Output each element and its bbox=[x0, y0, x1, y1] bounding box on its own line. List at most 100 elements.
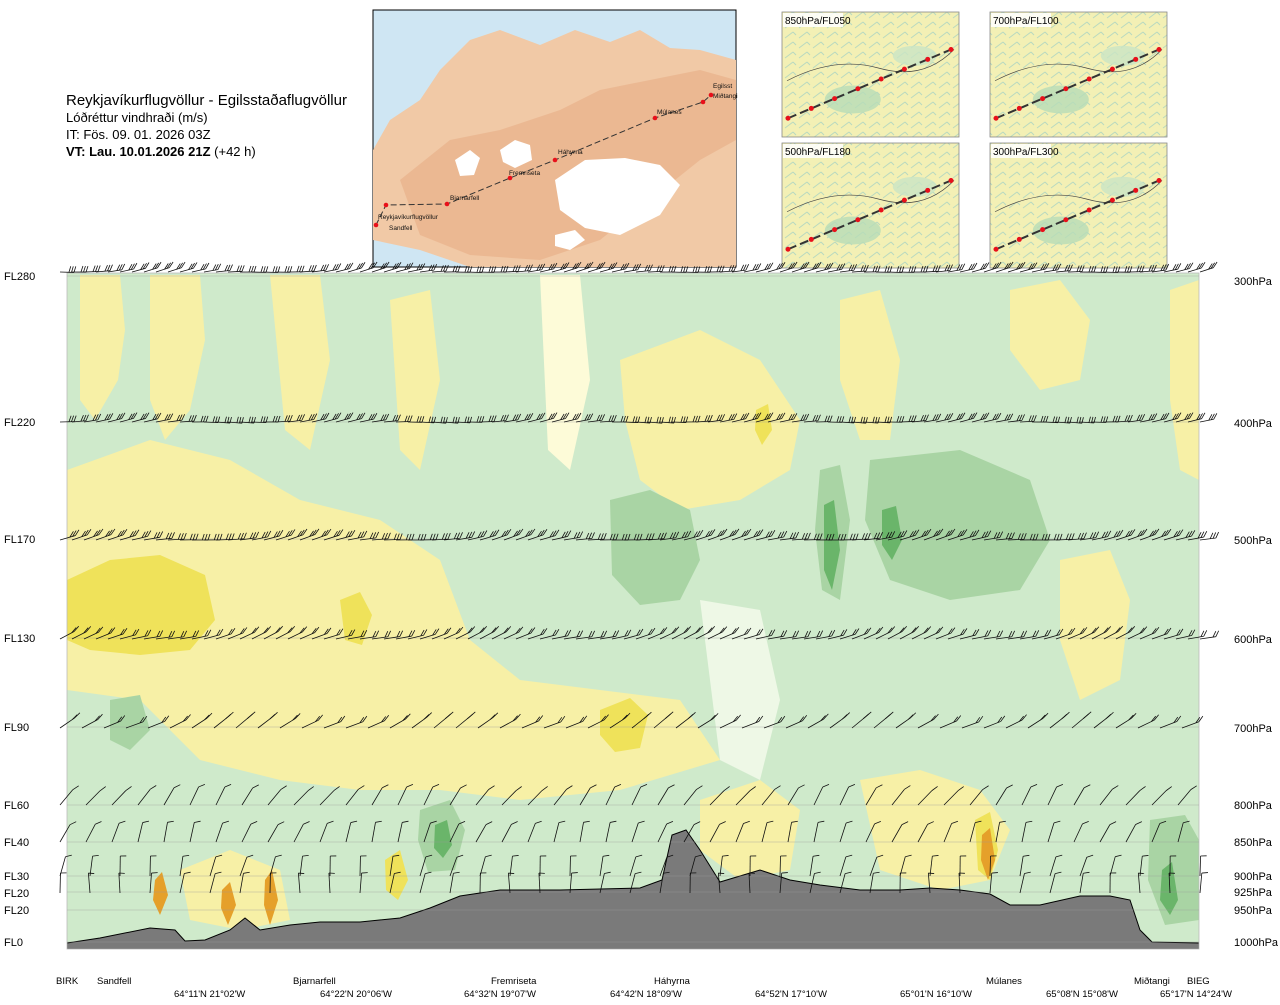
wind-barb bbox=[707, 528, 728, 541]
wind-barb bbox=[319, 820, 334, 843]
wind-barb bbox=[839, 264, 857, 273]
wind-barb bbox=[875, 266, 893, 273]
wind-barb bbox=[1115, 713, 1137, 729]
wind-barb bbox=[167, 414, 186, 423]
wind-barb bbox=[107, 628, 128, 640]
inset-route-point bbox=[1016, 105, 1022, 111]
wind-barb bbox=[851, 264, 869, 273]
wind-barb bbox=[719, 264, 737, 273]
flight-level-label: FL0 bbox=[4, 937, 23, 949]
wind-barb bbox=[995, 261, 1014, 273]
wind-barb bbox=[179, 414, 197, 423]
inset-coastline bbox=[786, 180, 955, 213]
wind-barb bbox=[563, 412, 582, 423]
wind-barb bbox=[575, 413, 594, 423]
vertical-velocity-contour bbox=[67, 440, 720, 800]
flight-level-label: FL20 bbox=[4, 888, 29, 900]
wind-barb bbox=[347, 630, 368, 640]
wind-barb bbox=[1055, 533, 1075, 541]
wind-barb bbox=[587, 630, 608, 640]
wind-barb bbox=[707, 626, 728, 640]
inset-route-point bbox=[1063, 217, 1069, 223]
wind-barb bbox=[697, 713, 719, 729]
wind-barb bbox=[479, 415, 497, 423]
wind-barb bbox=[407, 629, 428, 640]
wind-barb bbox=[347, 262, 366, 273]
wind-barb bbox=[239, 871, 250, 894]
wind-barb bbox=[371, 532, 391, 541]
wind-barb bbox=[839, 416, 856, 424]
wind-barb bbox=[947, 263, 966, 273]
wind-barb bbox=[1199, 413, 1218, 423]
wind-barb bbox=[779, 630, 800, 640]
inset-route-point bbox=[1086, 76, 1092, 82]
wind-barb bbox=[971, 262, 990, 273]
wind-barb bbox=[191, 415, 209, 423]
vertical-velocity-contour bbox=[1060, 550, 1130, 700]
wind-barb bbox=[1073, 820, 1089, 843]
glacier-vatnajokull bbox=[555, 158, 680, 235]
wind-barb bbox=[475, 821, 493, 843]
wind-barb bbox=[755, 629, 776, 640]
wind-barb bbox=[539, 529, 560, 541]
wind-barb bbox=[829, 712, 850, 729]
route-point-label: Miðtangi bbox=[1134, 976, 1170, 987]
wind-barb bbox=[499, 713, 521, 729]
wind-barb bbox=[131, 629, 152, 640]
inset-route-point bbox=[878, 76, 884, 82]
inset-map: 850hPa/FL050 bbox=[781, 11, 960, 138]
wind-barb bbox=[1055, 627, 1076, 640]
wind-barb bbox=[371, 784, 389, 806]
inset-field bbox=[989, 11, 1168, 138]
wind-barb bbox=[635, 627, 656, 640]
wind-barb bbox=[107, 412, 126, 423]
wind-barb bbox=[311, 412, 330, 423]
wind-barb bbox=[767, 630, 788, 640]
wind-barb bbox=[191, 712, 213, 729]
wind-barb bbox=[1067, 265, 1085, 273]
wind-barb bbox=[213, 711, 234, 729]
wind-barb bbox=[1019, 871, 1031, 894]
wind-barb bbox=[323, 628, 344, 640]
wind-barb bbox=[345, 785, 365, 806]
wind-barb bbox=[749, 855, 757, 877]
wind-barb bbox=[917, 821, 934, 843]
wind-barb bbox=[539, 412, 558, 423]
wind-barb bbox=[647, 532, 667, 541]
wind-barb bbox=[503, 528, 524, 541]
map-station-label: Reykjavíkurflugvöllur bbox=[378, 214, 439, 221]
valid-time-label: VT: Lau. 10.01.2026 21Z bbox=[66, 144, 211, 159]
wind-barb bbox=[891, 821, 909, 843]
wind-barb bbox=[995, 820, 1006, 843]
wind-barb bbox=[719, 626, 740, 640]
wind-barb bbox=[791, 261, 810, 273]
wind-barb bbox=[1049, 871, 1062, 894]
inset-route-point bbox=[993, 115, 999, 121]
wind-barb bbox=[345, 820, 358, 843]
wind-barb bbox=[1099, 821, 1117, 843]
wind-barb bbox=[743, 263, 762, 273]
wind-barb bbox=[299, 626, 320, 640]
inset-route bbox=[787, 179, 952, 251]
wind-barb bbox=[875, 626, 896, 640]
wind-barb bbox=[455, 711, 476, 729]
wind-barb bbox=[95, 264, 113, 273]
wind-barb bbox=[899, 415, 917, 423]
wind-barb bbox=[959, 529, 980, 541]
wind-barb bbox=[443, 532, 463, 541]
wind-barb bbox=[1199, 855, 1207, 877]
wind-barb bbox=[995, 630, 1016, 640]
pressure-level-label: 800hPa bbox=[1234, 800, 1273, 812]
wind-barb bbox=[1159, 715, 1182, 729]
wind-barb bbox=[95, 413, 114, 423]
wind-barb bbox=[1169, 855, 1177, 877]
wind-barb bbox=[59, 266, 77, 273]
route-line bbox=[375, 94, 712, 226]
wind-barb bbox=[287, 414, 305, 423]
wind-barb bbox=[1115, 266, 1133, 273]
wind-barb bbox=[275, 414, 293, 423]
wind-barb bbox=[423, 784, 440, 806]
inset-patch bbox=[824, 216, 881, 245]
wind-barb bbox=[527, 820, 542, 843]
inset-route-point bbox=[925, 187, 931, 193]
